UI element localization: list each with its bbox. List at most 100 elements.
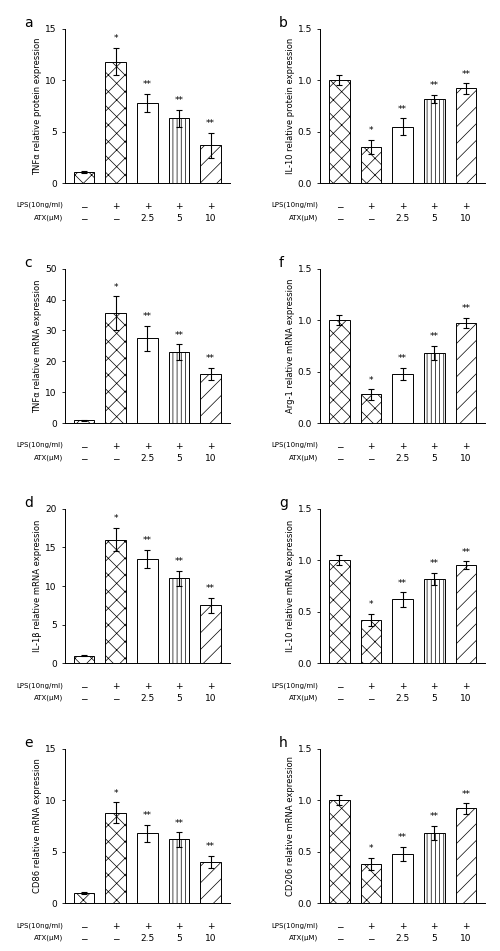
Y-axis label: Arg-1 relative mRNA expression: Arg-1 relative mRNA expression bbox=[286, 279, 295, 414]
Bar bbox=[360, 864, 382, 903]
Text: ATX(μM): ATX(μM) bbox=[290, 455, 318, 461]
Text: **: ** bbox=[430, 812, 439, 822]
Bar bbox=[456, 808, 476, 903]
Text: −: − bbox=[336, 214, 343, 223]
Bar bbox=[424, 353, 444, 423]
Text: +: + bbox=[367, 922, 374, 931]
Text: **: ** bbox=[398, 105, 407, 114]
Text: LPS(10ng/ml): LPS(10ng/ml) bbox=[272, 922, 318, 928]
Bar bbox=[168, 840, 190, 903]
Text: **: ** bbox=[462, 69, 470, 79]
Text: +: + bbox=[462, 442, 469, 451]
Text: −: − bbox=[336, 202, 343, 211]
Bar bbox=[200, 606, 221, 664]
Text: +: + bbox=[462, 922, 469, 931]
Text: 2.5: 2.5 bbox=[396, 935, 410, 943]
Y-axis label: CD86 relative mRNA expression: CD86 relative mRNA expression bbox=[34, 759, 42, 893]
Bar bbox=[200, 146, 221, 184]
Text: +: + bbox=[430, 442, 438, 451]
Text: LPS(10ng/ml): LPS(10ng/ml) bbox=[16, 442, 64, 449]
Text: 10: 10 bbox=[460, 935, 471, 943]
Text: *: * bbox=[114, 788, 118, 798]
Text: e: e bbox=[24, 736, 32, 750]
Text: *: * bbox=[368, 844, 373, 853]
Text: +: + bbox=[207, 922, 214, 931]
Text: −: − bbox=[367, 694, 374, 704]
Text: −: − bbox=[80, 682, 88, 691]
Text: +: + bbox=[207, 202, 214, 211]
Text: +: + bbox=[176, 922, 183, 931]
Text: −: − bbox=[80, 214, 88, 223]
Text: +: + bbox=[399, 202, 406, 211]
Text: *: * bbox=[368, 376, 373, 385]
Text: −: − bbox=[80, 935, 88, 943]
Bar bbox=[329, 320, 349, 423]
Text: −: − bbox=[112, 455, 120, 463]
Text: 5: 5 bbox=[432, 214, 437, 223]
Text: ATX(μM): ATX(μM) bbox=[34, 935, 64, 941]
Text: **: ** bbox=[206, 843, 215, 851]
Text: 2.5: 2.5 bbox=[140, 935, 154, 943]
Text: a: a bbox=[24, 16, 32, 30]
Text: 10: 10 bbox=[205, 694, 216, 704]
Text: **: ** bbox=[462, 548, 470, 556]
Bar bbox=[74, 172, 94, 184]
Text: −: − bbox=[112, 694, 120, 704]
Text: ATX(μM): ATX(μM) bbox=[290, 694, 318, 701]
Text: LPS(10ng/ml): LPS(10ng/ml) bbox=[16, 922, 64, 928]
Text: +: + bbox=[144, 682, 151, 691]
Text: 2.5: 2.5 bbox=[396, 214, 410, 223]
Text: −: − bbox=[80, 455, 88, 463]
Text: +: + bbox=[462, 682, 469, 691]
Text: −: − bbox=[336, 922, 343, 931]
Text: **: ** bbox=[174, 96, 184, 106]
Bar bbox=[74, 655, 94, 664]
Bar bbox=[168, 578, 190, 664]
Text: +: + bbox=[176, 682, 183, 691]
Text: **: ** bbox=[398, 833, 407, 842]
Bar bbox=[360, 147, 382, 184]
Text: **: ** bbox=[206, 584, 215, 593]
Bar bbox=[106, 62, 126, 184]
Bar bbox=[392, 599, 413, 664]
Text: f: f bbox=[279, 256, 284, 270]
Text: 2.5: 2.5 bbox=[140, 214, 154, 223]
Text: 2.5: 2.5 bbox=[396, 455, 410, 463]
Bar bbox=[392, 374, 413, 423]
Text: −: − bbox=[112, 214, 120, 223]
Text: **: ** bbox=[174, 331, 184, 340]
Text: +: + bbox=[399, 442, 406, 451]
Text: −: − bbox=[336, 694, 343, 704]
Text: *: * bbox=[114, 34, 118, 44]
Text: +: + bbox=[430, 202, 438, 211]
Bar bbox=[137, 559, 158, 664]
Text: 10: 10 bbox=[205, 935, 216, 943]
Text: +: + bbox=[112, 442, 120, 451]
Text: 10: 10 bbox=[460, 214, 471, 223]
Text: **: ** bbox=[430, 81, 439, 90]
Text: −: − bbox=[336, 442, 343, 451]
Bar bbox=[360, 395, 382, 423]
Bar bbox=[329, 560, 349, 664]
Text: LPS(10ng/ml): LPS(10ng/ml) bbox=[16, 202, 64, 208]
Y-axis label: TNFα relative mRNA expression: TNFα relative mRNA expression bbox=[34, 280, 42, 413]
Text: **: ** bbox=[398, 578, 407, 588]
Text: ATX(μM): ATX(μM) bbox=[34, 455, 64, 461]
Text: +: + bbox=[430, 922, 438, 931]
Text: +: + bbox=[176, 442, 183, 451]
Text: **: ** bbox=[174, 819, 184, 827]
Text: **: ** bbox=[430, 332, 439, 341]
Text: 2.5: 2.5 bbox=[140, 455, 154, 463]
Text: 2.5: 2.5 bbox=[396, 694, 410, 704]
Text: +: + bbox=[430, 682, 438, 691]
Text: 10: 10 bbox=[205, 455, 216, 463]
Text: LPS(10ng/ml): LPS(10ng/ml) bbox=[272, 202, 318, 208]
Text: 5: 5 bbox=[432, 935, 437, 943]
Bar bbox=[200, 863, 221, 903]
Text: 5: 5 bbox=[176, 455, 182, 463]
Text: +: + bbox=[144, 922, 151, 931]
Bar bbox=[137, 103, 158, 184]
Text: −: − bbox=[367, 455, 374, 463]
Text: **: ** bbox=[206, 354, 215, 363]
Text: **: ** bbox=[462, 789, 470, 799]
